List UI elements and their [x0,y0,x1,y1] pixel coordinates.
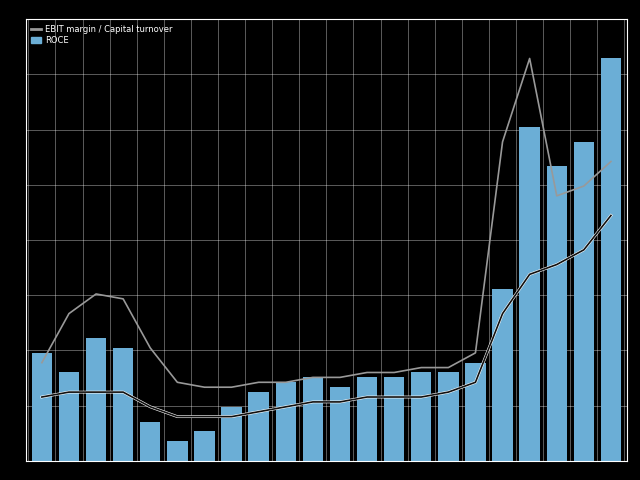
Bar [492,289,513,461]
Bar [59,372,79,461]
Bar [86,338,106,461]
Bar [195,432,214,461]
Bar [276,382,296,461]
Bar [601,59,621,461]
Bar [465,363,486,461]
Bar [330,387,350,461]
Bar [384,377,404,461]
Bar [411,372,431,461]
Bar [113,348,133,461]
Bar [547,167,567,461]
Legend: EBIT margin / Capital turnover, ROCE: EBIT margin / Capital turnover, ROCE [30,24,174,47]
Bar [438,372,458,461]
Bar [167,441,188,461]
Bar [303,377,323,461]
Bar [357,377,377,461]
Bar [221,407,242,461]
Bar [573,142,594,461]
Bar [248,392,269,461]
Bar [32,353,52,461]
Bar [140,421,161,461]
Bar [520,127,540,461]
